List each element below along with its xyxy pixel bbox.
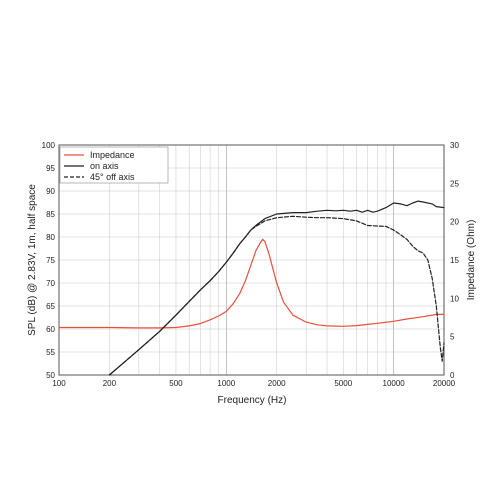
x-tick-labels: 100 200 500 1000 2000 5000 10000 20000 [52, 379, 455, 388]
legend-label-impedance: Impedance [90, 150, 135, 160]
plot-frame [58, 144, 445, 376]
left-tick-label: 85 [46, 210, 55, 219]
right-tick-label: 0 [450, 371, 455, 380]
right-tick-label: 5 [450, 333, 455, 342]
left-tick-label: 75 [46, 256, 55, 265]
x-tick-label: 5000 [334, 379, 352, 388]
x-tick-label: 1000 [217, 379, 235, 388]
series-lines [58, 200, 445, 376]
x-axis-label: Frequency (Hz) [218, 395, 287, 406]
right-tick-label: 30 [450, 141, 459, 150]
left-tick-label: 95 [46, 164, 55, 173]
left-axis-label: SPL (dB) @ 2.83V, 1m, half space [27, 184, 38, 336]
x-tick-label: 200 [103, 379, 117, 388]
right-axis-label: Impedance (Ohm) [466, 220, 477, 301]
left-tick-label: 60 [46, 325, 55, 334]
left-tick-label: 70 [46, 279, 55, 288]
left-tick-label: 55 [46, 348, 55, 357]
left-tick-label: 65 [46, 302, 55, 311]
left-tick-label: 100 [42, 141, 56, 150]
x-tick-label: 100 [52, 379, 66, 388]
right-tick-label: 10 [450, 294, 459, 303]
x-tick-label: 2000 [268, 379, 286, 388]
x-tick-label: 20000 [433, 379, 456, 388]
left-tick-label: 50 [46, 371, 55, 380]
left-tick-label: 80 [46, 233, 55, 242]
grid [59, 145, 445, 375]
right-tick-label: 25 [450, 179, 459, 188]
legend-label-on-axis: on axis [90, 161, 119, 171]
legend: Impedance on axis 45° off axis [59, 146, 169, 184]
left-tick-labels: 50 55 60 65 70 75 80 85 90 95 100 [42, 141, 56, 380]
left-tick-label: 90 [46, 187, 55, 196]
right-tick-label: 20 [450, 218, 459, 227]
x-tick-label: 500 [169, 379, 183, 388]
right-tick-labels: 0 5 10 15 20 25 30 [450, 141, 459, 380]
legend-label-off-axis: 45° off axis [90, 172, 135, 182]
x-tick-label: 10000 [383, 379, 406, 388]
right-tick-label: 15 [450, 256, 459, 265]
series-line-45-off-axis [108, 215, 445, 376]
series-line-impedance [58, 238, 445, 329]
